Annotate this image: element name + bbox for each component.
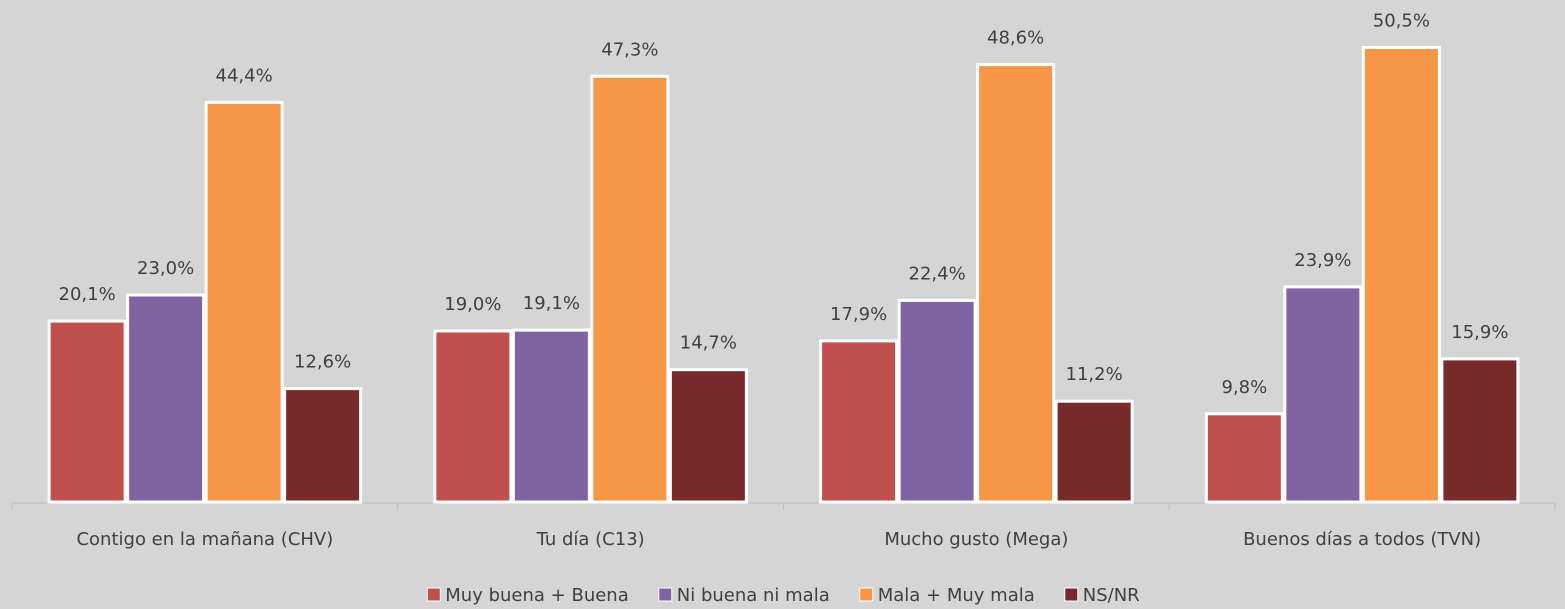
data-label: 11,2% (1066, 364, 1123, 385)
data-label: 19,0% (444, 294, 501, 315)
data-label: 12,6% (294, 352, 351, 373)
data-label: 15,9% (1451, 322, 1508, 343)
data-label: 23,9% (1294, 250, 1351, 271)
bar (204, 100, 284, 504)
data-label: 47,3% (601, 39, 658, 60)
legend-swatch (658, 587, 673, 602)
x-tick-label: Tu día (C13) (536, 529, 645, 550)
data-label: 44,4% (216, 65, 273, 86)
x-tick-label: Mucho gusto (Mega) (884, 529, 1068, 550)
data-label: 17,9% (830, 304, 887, 325)
data-label: 9,8% (1222, 377, 1268, 398)
legend-swatch (1064, 587, 1079, 602)
bar (126, 293, 206, 504)
bar (819, 339, 899, 504)
bar (976, 63, 1056, 504)
data-label: 50,5% (1373, 11, 1430, 32)
bar (47, 319, 127, 504)
legend-label: Ni buena ni mala (677, 585, 830, 606)
x-tick-label: Contigo en la mañana (CHV) (76, 529, 333, 550)
bar (1283, 285, 1363, 504)
bar (590, 74, 670, 504)
bar (433, 329, 513, 504)
bar (1361, 46, 1441, 504)
bar (1204, 412, 1284, 504)
legend-label: NS/NR (1083, 585, 1140, 606)
bar (1440, 357, 1520, 504)
legend-swatch (426, 587, 441, 602)
bar (897, 298, 977, 504)
data-label: 22,4% (909, 263, 966, 284)
bar (1054, 399, 1134, 504)
data-label: 48,6% (987, 28, 1044, 49)
data-label: 14,7% (680, 333, 737, 354)
bar (283, 387, 363, 504)
data-label: 20,1% (59, 284, 116, 305)
bar (511, 328, 591, 504)
legend-label: Mala + Muy mala (878, 585, 1035, 606)
data-label: 19,1% (523, 293, 580, 314)
legend-swatch (859, 587, 874, 602)
x-tick-label: Buenos días a todos (TVN) (1243, 529, 1481, 550)
legend-label: Muy buena + Buena (445, 585, 628, 606)
data-label: 23,0% (137, 258, 194, 279)
bar (668, 368, 748, 504)
